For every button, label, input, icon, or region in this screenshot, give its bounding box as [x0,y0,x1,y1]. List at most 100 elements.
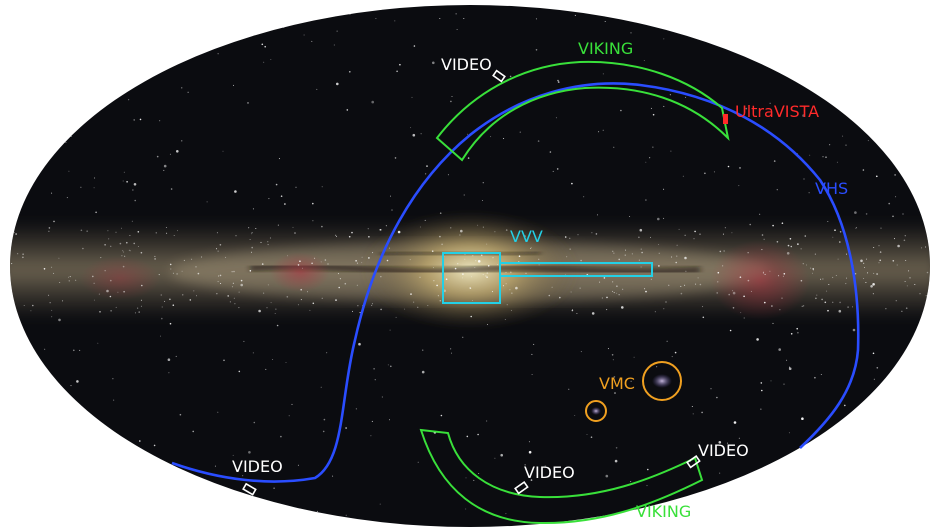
star [544,465,546,467]
star [156,467,158,469]
star [616,292,618,294]
star [490,136,492,138]
star [781,297,783,299]
star [502,285,504,287]
star [140,251,143,254]
star [47,79,51,83]
star [309,309,311,311]
star [14,45,16,47]
star [471,276,473,278]
star [140,305,142,307]
star [312,202,314,205]
star [535,18,537,20]
star [158,486,159,487]
star [261,263,264,265]
star [658,252,660,254]
star [82,247,84,250]
star [22,256,24,259]
star [394,157,397,159]
star [668,284,670,286]
star [399,63,401,66]
star [616,285,618,288]
star [169,153,171,155]
star [177,230,178,232]
star [464,258,466,260]
star [216,293,218,295]
star [156,155,159,158]
star [345,514,347,516]
star [216,232,218,234]
star [161,306,163,308]
star [163,164,167,168]
star [440,414,443,417]
star [827,221,829,222]
star [14,93,16,96]
vhs-label: VHS [815,179,848,198]
video-label-north: VIDEO [441,55,492,74]
star [601,297,603,299]
star [770,380,772,382]
star [836,161,838,163]
star [769,102,771,104]
star [876,367,879,369]
star [828,284,830,285]
star [122,265,125,268]
star [197,272,200,275]
star [73,349,75,352]
star [299,260,301,263]
star [107,230,109,232]
star [920,476,922,478]
star [658,265,660,267]
star [436,284,438,287]
star [477,260,481,263]
star [173,235,175,236]
star [576,313,578,314]
star [115,306,117,308]
star [615,447,618,449]
star [728,293,730,296]
star [444,66,446,68]
star [374,379,376,381]
star [570,291,572,293]
star [232,454,234,456]
star [158,274,160,276]
star [776,241,779,243]
star [104,270,106,272]
star [645,161,647,163]
star [695,283,697,285]
star [797,243,799,245]
star [265,368,267,370]
star [486,272,489,274]
star [59,282,61,283]
star [865,213,868,215]
star [261,43,264,46]
star [873,247,875,248]
star [927,217,929,219]
star [133,119,135,121]
star [772,322,774,324]
star [335,234,337,236]
star [778,275,780,277]
star [719,250,722,253]
star [759,213,761,215]
star [122,180,124,182]
star [153,444,156,447]
star [890,387,892,390]
star [745,107,748,110]
star [650,278,652,280]
star [717,281,719,283]
star [451,352,452,354]
star [834,229,836,231]
star [505,229,508,231]
star [515,286,518,290]
star [878,262,880,264]
star [657,217,660,221]
star [710,388,712,390]
star [549,151,552,153]
star [80,186,82,188]
star [510,271,512,274]
star [494,457,496,459]
star [426,165,428,167]
star [311,262,313,265]
star [248,451,251,454]
